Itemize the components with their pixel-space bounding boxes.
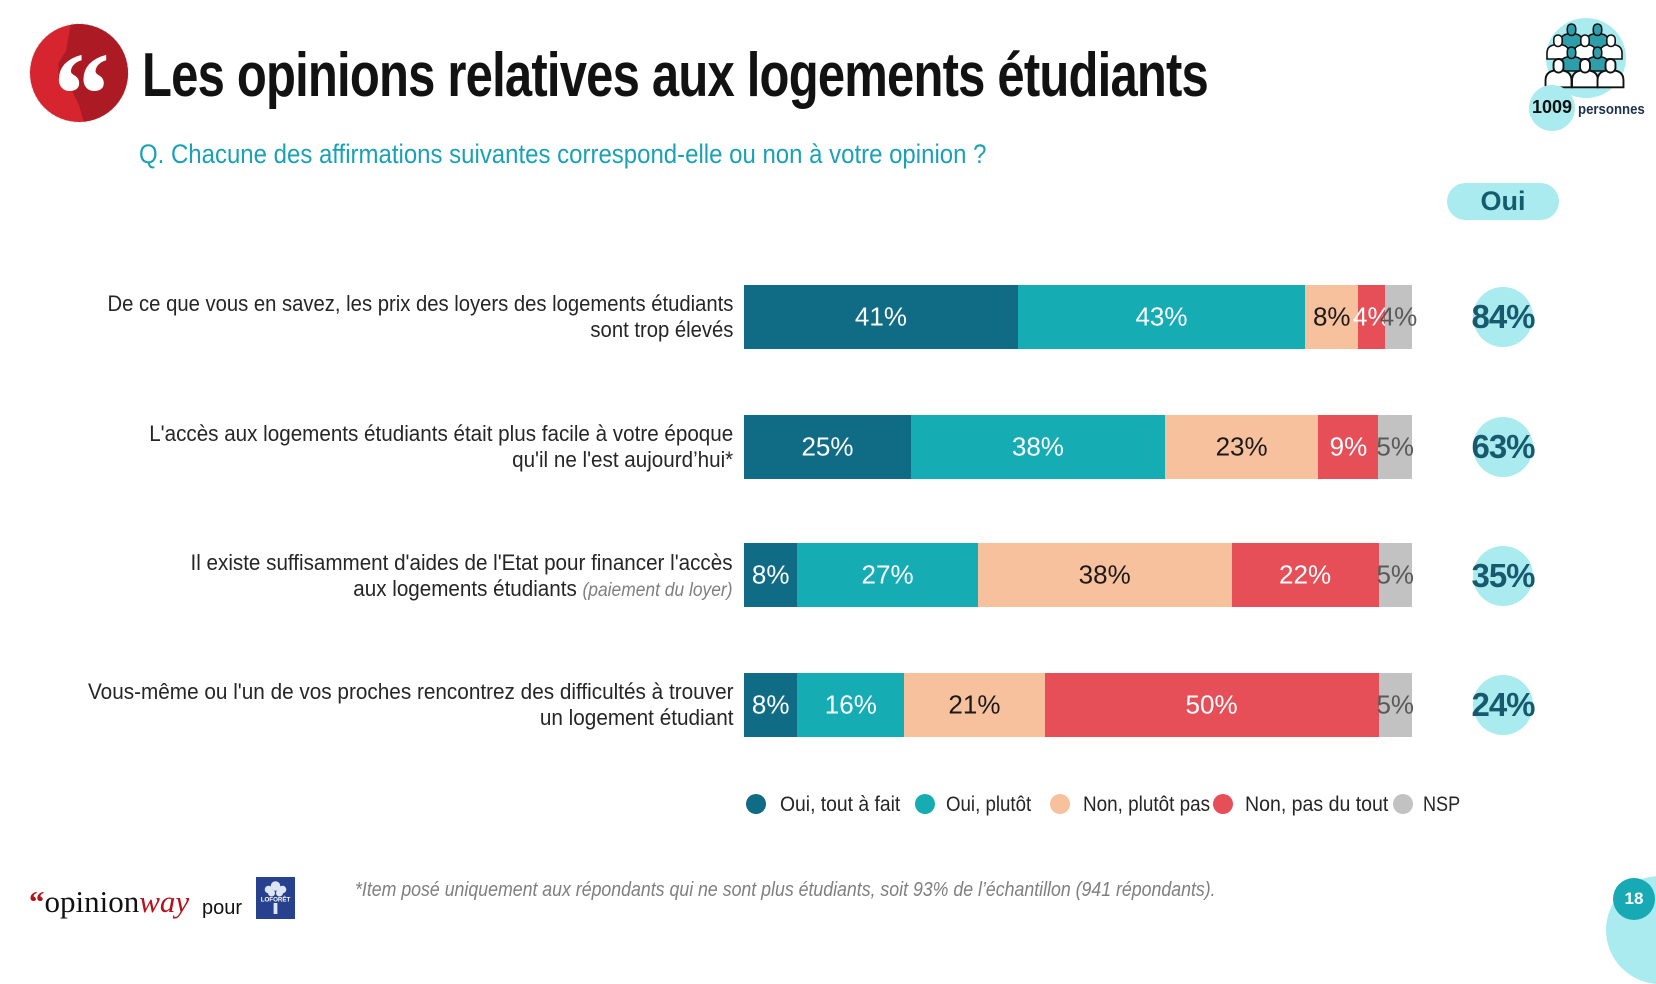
- svg-text:LOFORÊT: LOFORÊT: [261, 896, 291, 904]
- svg-text:“: “: [48, 28, 108, 124]
